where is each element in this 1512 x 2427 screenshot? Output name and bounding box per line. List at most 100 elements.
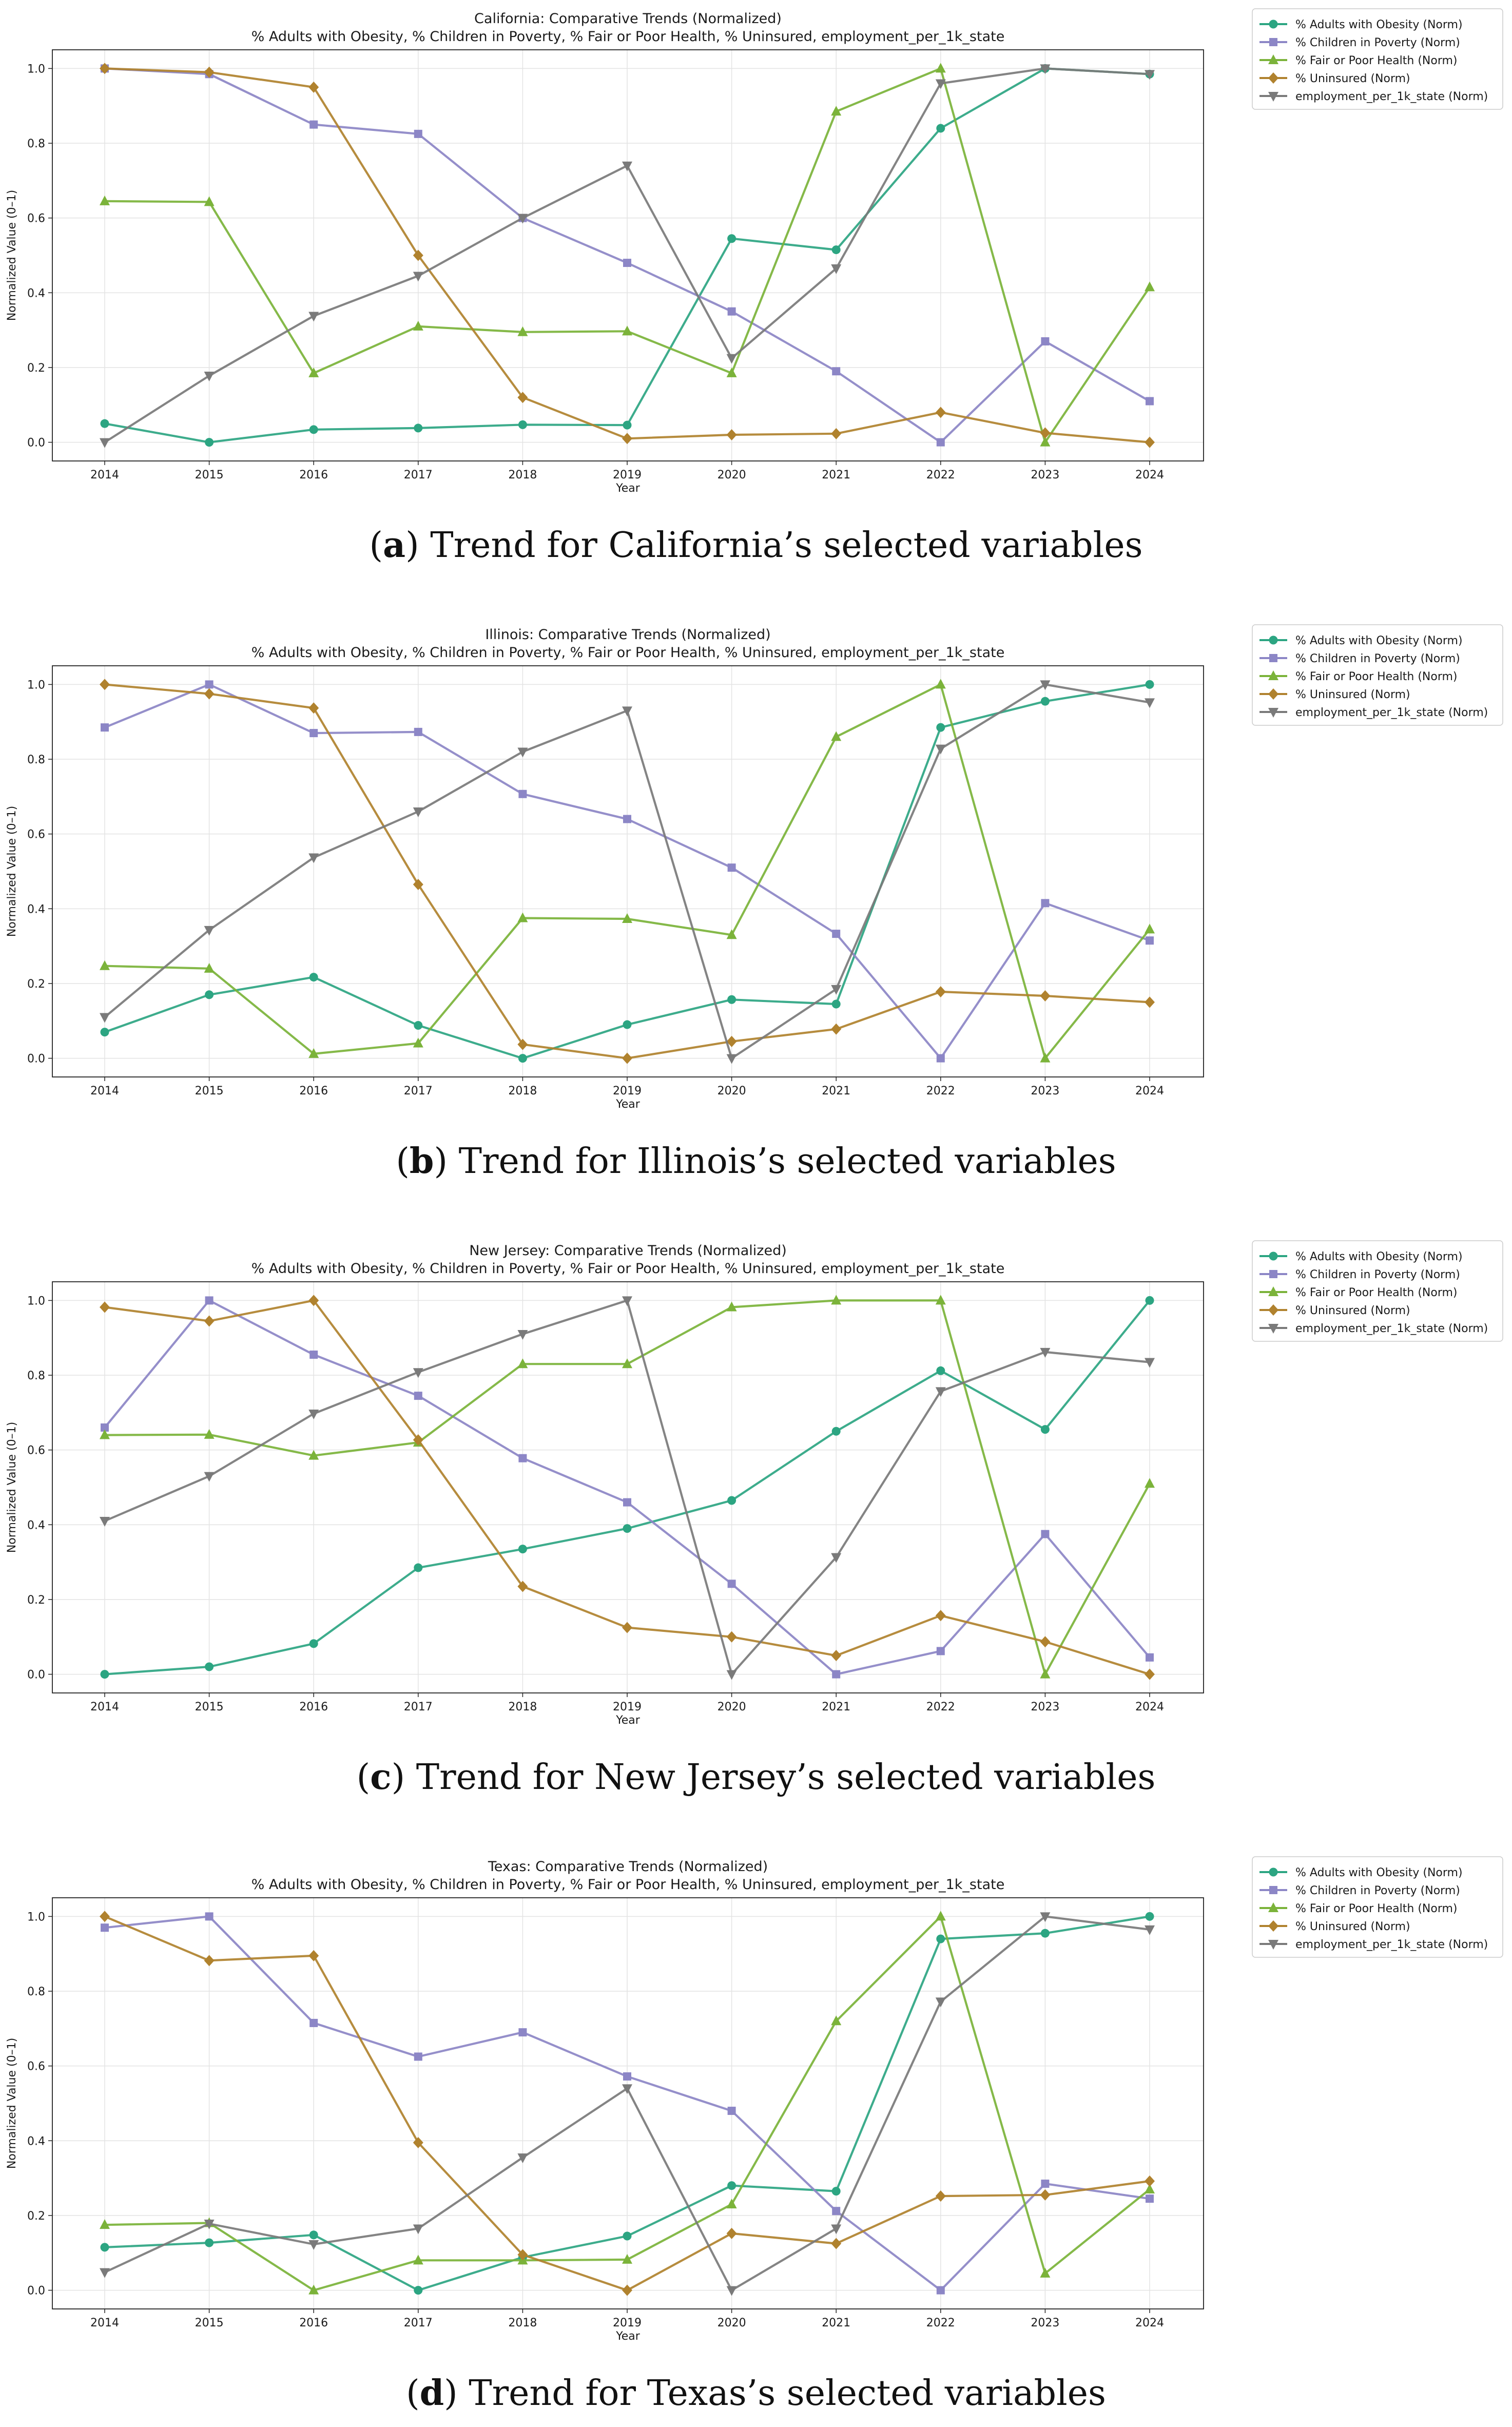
legend-label: % Uninsured (Norm) [1295, 1304, 1410, 1317]
data-point [726, 929, 737, 939]
plot-frame [52, 1281, 1204, 1693]
series-4 [100, 63, 1155, 448]
data-point [936, 124, 945, 133]
data-point [1040, 1912, 1051, 1922]
data-point [1146, 1653, 1154, 1662]
y-tick-label: 0.4 [27, 1519, 45, 1532]
caption-paren-open: ( [396, 1141, 410, 1182]
y-tick-label: 0.8 [27, 138, 45, 150]
legend-label: % Uninsured (Norm) [1295, 688, 1410, 701]
y-tick-label: 0.0 [27, 1053, 45, 1066]
chart-title: Texas: Comparative Trends (Normalized) [488, 1859, 768, 1875]
chart-panel-b: Illinois: Comparative Trends (Normalized… [6, 624, 1503, 1182]
data-point [935, 63, 946, 73]
legend-swatch-marker [1268, 1286, 1278, 1296]
x-tick-label: 2014 [90, 2317, 119, 2329]
legend-swatch-marker [1268, 72, 1278, 84]
data-point [413, 2136, 423, 2148]
legend: % Adults with Obesity (Norm) % Children i… [1252, 1856, 1503, 1958]
data-point [413, 2255, 423, 2265]
data-point [309, 2018, 318, 2027]
chart-title: New Jersey: Comparative Trends (Normaliz… [469, 1243, 787, 1259]
data-point [308, 1048, 319, 1058]
caption-letter: b [410, 1141, 434, 1182]
series-4 [100, 1295, 1155, 1680]
data-point [1040, 1052, 1051, 1063]
data-point [831, 1553, 842, 1563]
chart-panel-d: Texas: Comparative Trends (Normalized) % … [6, 1856, 1503, 2414]
series-4 [100, 1911, 1155, 2296]
caption-paren-open: ( [370, 525, 383, 566]
data-point [1145, 2183, 1155, 2193]
x-tick-label: 2024 [1135, 2317, 1164, 2329]
x-tick-label: 2022 [926, 469, 955, 481]
data-point [935, 1911, 946, 1921]
x-tick-label: 2016 [299, 1701, 328, 1713]
x-tick-label: 2021 [822, 469, 850, 481]
data-point [308, 2240, 319, 2250]
data-point [414, 129, 422, 138]
y-tick-label: 0.0 [27, 1669, 45, 1682]
data-point [414, 1021, 423, 1030]
data-point [413, 249, 423, 261]
data-point [623, 259, 631, 267]
x-tick-label: 2022 [926, 1701, 955, 1713]
data-point [1040, 1668, 1051, 1679]
data-point [100, 1517, 110, 1527]
data-point [517, 1038, 528, 1050]
data-point [1145, 70, 1155, 80]
data-point [936, 723, 945, 732]
legend-swatch-marker [1269, 1886, 1277, 1894]
figure-caption: (d) Trend for Texas’s selected variables [406, 2373, 1106, 2414]
data-point [308, 312, 319, 322]
data-point [832, 367, 841, 376]
data-point [1146, 2194, 1154, 2203]
data-point [204, 1315, 215, 1327]
legend-swatch-marker [1269, 635, 1278, 645]
data-point [204, 2219, 215, 2229]
legend-label: % Adults with Obesity (Norm) [1295, 1250, 1463, 1263]
data-point [414, 1392, 422, 1400]
data-point [308, 1295, 319, 1306]
data-point [100, 1670, 109, 1679]
data-point [726, 354, 737, 364]
x-tick-label: 2021 [822, 1701, 850, 1713]
data-point [413, 320, 423, 331]
data-point [100, 2243, 109, 2252]
data-point [831, 1427, 841, 1436]
data-point [1145, 680, 1154, 689]
data-point [622, 706, 632, 717]
data-point [1040, 436, 1051, 447]
data-point [726, 367, 737, 377]
data-point [517, 2249, 528, 2261]
data-point [517, 1330, 528, 1340]
x-tick-label: 2024 [1135, 469, 1164, 481]
data-point [100, 2268, 110, 2278]
data-point [935, 1610, 946, 1622]
chart-subtitle: % Adults with Obesity, % Children in Pov… [251, 1261, 1005, 1277]
data-point [622, 2284, 632, 2296]
figure-caption: (c) Trend for New Jersey’s selected vari… [357, 1757, 1156, 1798]
legend-label: % Fair or Poor Health (Norm) [1295, 1902, 1458, 1915]
x-tick-label: 2019 [613, 1701, 642, 1713]
caption-paren-open: ( [406, 2373, 420, 2414]
x-axis-label: Year [615, 1714, 641, 1727]
series-4 [100, 679, 1155, 1064]
data-point [413, 2224, 423, 2235]
data-point [831, 2224, 842, 2235]
y-tick-label: 0.8 [27, 1986, 45, 1998]
x-tick-label: 2016 [299, 469, 328, 481]
data-point [622, 325, 632, 336]
series-2 [101, 1296, 1154, 1679]
y-tick-label: 1.0 [27, 1295, 45, 1307]
y-tick-label: 0.6 [27, 829, 45, 841]
legend-swatch-marker [1268, 1920, 1278, 1932]
data-point [205, 2238, 214, 2247]
data-point [1145, 1296, 1154, 1305]
data-point [623, 1020, 632, 1029]
data-point [935, 1387, 946, 1397]
series-5 [100, 1912, 1155, 2296]
data-point [1145, 436, 1155, 448]
data-point [831, 428, 842, 439]
data-point [100, 63, 110, 74]
